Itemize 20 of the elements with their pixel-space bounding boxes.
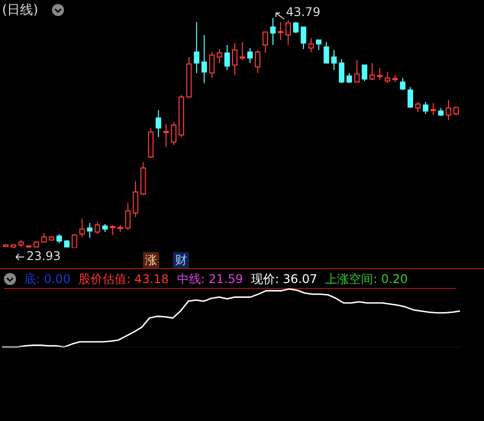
text: 底: 0.00 — [24, 271, 71, 288]
candlestick — [194, 22, 200, 74]
candlestick — [201, 34, 207, 84]
candlestick — [156, 110, 162, 138]
text: 中线: 21.59 — [176, 271, 244, 288]
text: 23.93 — [26, 249, 61, 263]
annotation: 43.79 — [286, 5, 320, 19]
candlestick — [232, 42, 238, 76]
candlestick — [446, 99, 452, 121]
text: 上涨空间: 0.20 — [325, 271, 408, 288]
candlestick — [163, 123, 169, 148]
text: 财 — [173, 252, 189, 269]
candlestick — [331, 49, 337, 70]
text: 现价: 36.07 — [251, 271, 318, 288]
text: 涨 — [143, 252, 159, 269]
chart-title: (日线) — [2, 2, 38, 19]
candlestick — [86, 222, 92, 239]
candlestick — [270, 18, 276, 46]
text: 股价估值: 43.18 — [78, 271, 169, 288]
candlestick — [278, 22, 284, 41]
